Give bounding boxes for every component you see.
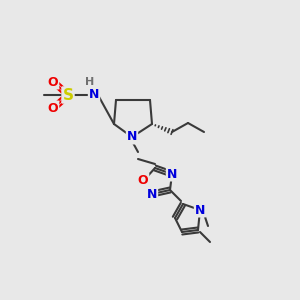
Text: O: O: [48, 76, 58, 88]
Text: S: S: [62, 88, 74, 103]
Text: O: O: [48, 101, 58, 115]
Text: N: N: [147, 188, 157, 200]
Text: N: N: [89, 88, 99, 101]
Text: N: N: [127, 130, 137, 143]
Text: H: H: [85, 77, 94, 87]
Text: N: N: [167, 167, 177, 181]
Text: N: N: [195, 203, 205, 217]
Text: O: O: [138, 173, 148, 187]
